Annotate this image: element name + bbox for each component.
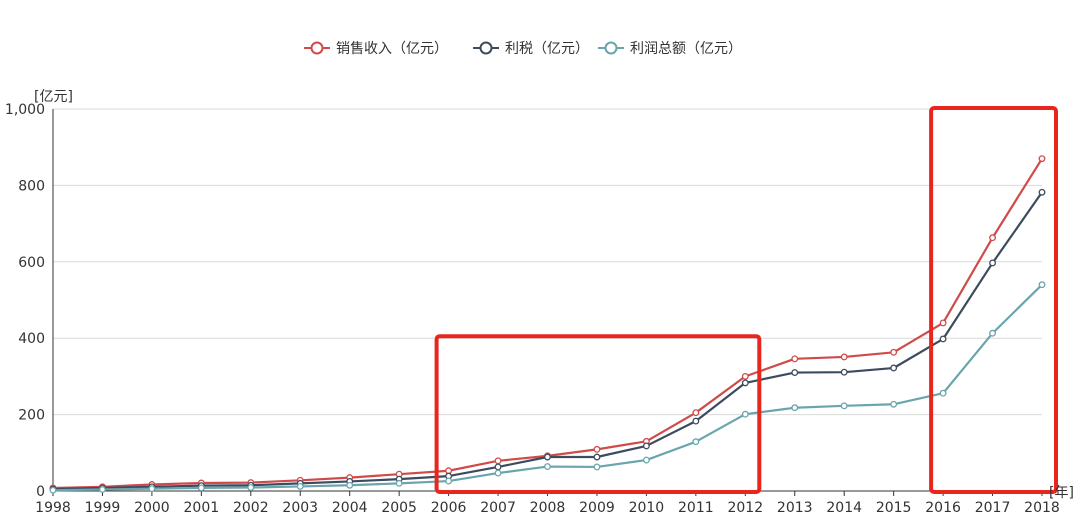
data-point[interactable]	[692, 409, 700, 417]
data-point[interactable]	[1038, 281, 1046, 289]
data-point[interactable]	[346, 481, 354, 489]
data-point[interactable]	[395, 479, 403, 487]
data-point[interactable]	[741, 379, 749, 387]
x-tick-label: 2009	[579, 500, 615, 516]
data-point[interactable]	[148, 485, 156, 493]
x-tick-label: 2006	[431, 500, 467, 516]
data-point[interactable]	[544, 463, 551, 471]
legend-item[interactable]: 利润总额（亿元）	[598, 41, 742, 57]
x-tick-label: 2007	[480, 500, 516, 516]
data-point[interactable]	[494, 469, 502, 477]
data-point[interactable]	[494, 463, 502, 471]
x-tick-label: 1999	[85, 500, 121, 516]
data-point[interactable]	[939, 335, 947, 343]
data-point[interactable]	[494, 457, 502, 465]
data-point[interactable]	[98, 486, 106, 493]
data-point[interactable]	[989, 234, 996, 242]
data-point[interactable]	[1038, 188, 1046, 196]
x-tick-label: 2008	[530, 500, 566, 516]
x-tick-label: 2002	[233, 500, 269, 516]
data-point[interactable]	[593, 445, 601, 453]
legend-marker-icon	[604, 41, 618, 55]
highlight-boxes	[434, 106, 1058, 495]
x-tick-label: 2016	[925, 500, 961, 516]
y-tick-label: 200	[18, 408, 45, 424]
data-point[interactable]	[939, 319, 947, 327]
legend[interactable]: 销售收入（亿元） 利税（亿元） 利润总额（亿元）	[304, 41, 742, 57]
x-tick-label: 2015	[876, 500, 912, 516]
x-tick-label: 2000	[134, 500, 170, 516]
x-tick-label: 2001	[184, 500, 220, 516]
x-tick-label: 2003	[282, 500, 318, 516]
x-tick-label: 2017	[975, 500, 1011, 516]
data-point[interactable]	[840, 353, 848, 361]
data-point[interactable]	[741, 372, 749, 380]
data-point[interactable]	[692, 438, 700, 446]
x-tick-label: 1998	[35, 500, 71, 516]
data-point[interactable]	[890, 400, 898, 408]
x-tick-label: 2004	[332, 500, 368, 516]
data-point[interactable]	[642, 442, 650, 450]
data-point[interactable]	[840, 402, 848, 410]
data-point[interactable]	[593, 453, 601, 461]
data-point[interactable]	[197, 484, 205, 492]
data-point[interactable]	[445, 477, 453, 485]
data-point[interactable]	[791, 355, 799, 363]
data-point[interactable]	[741, 410, 749, 418]
y-tick-label: 0	[36, 484, 45, 500]
legend-marker-icon	[479, 41, 493, 55]
legend-item[interactable]: 销售收入（亿元）	[304, 41, 448, 57]
data-point[interactable]	[642, 456, 650, 464]
data-point[interactable]	[1038, 155, 1046, 163]
x-tick-label: 2014	[826, 500, 862, 516]
data-point[interactable]	[890, 348, 898, 356]
x-axis: 1998 1999 2000 2001 2002 2003 2004 2005 2006 2007…	[35, 490, 1060, 516]
series-line	[52, 158, 1043, 490]
y-tick-label: 1,000	[5, 102, 45, 118]
data-point[interactable]	[939, 389, 947, 397]
x-tick-label: 2005	[381, 500, 417, 516]
legend-label: 利税（亿元）	[505, 41, 589, 57]
data-point[interactable]	[49, 486, 57, 494]
x-axis-unit-label: [年]	[1049, 485, 1074, 501]
x-tick-label: 2010	[629, 500, 665, 516]
grid-lines	[53, 108, 1042, 416]
data-point[interactable]	[296, 482, 304, 490]
data-point[interactable]	[593, 463, 601, 471]
legend-item[interactable]: 利税（亿元）	[473, 41, 589, 57]
legend-label: 利润总额（亿元）	[630, 41, 742, 57]
legend-marker-icon	[310, 41, 324, 55]
y-axis: 0 200 400 600 800 1,000	[5, 102, 54, 500]
series-line	[52, 191, 1043, 491]
data-point[interactable]	[544, 453, 551, 461]
legend-label: 销售收入（亿元）	[336, 41, 448, 57]
data-point[interactable]	[989, 259, 996, 267]
x-tick-label: 2018	[1024, 500, 1060, 516]
y-tick-label: 800	[18, 178, 45, 194]
data-point[interactable]	[989, 329, 996, 337]
highlight-box	[434, 334, 762, 495]
highlight-box	[929, 106, 1058, 494]
data-point[interactable]	[890, 364, 898, 372]
x-tick-label: 2011	[678, 500, 714, 516]
data-point[interactable]	[692, 417, 700, 425]
data-point[interactable]	[247, 484, 255, 492]
y-tick-label: 600	[18, 255, 45, 271]
y-axis-unit-label: [亿元]	[34, 89, 73, 105]
data-point[interactable]	[791, 404, 799, 412]
data-point[interactable]	[791, 369, 799, 377]
series-group	[49, 155, 1046, 494]
x-tick-label: 2013	[777, 500, 813, 516]
y-tick-label: 400	[18, 331, 45, 347]
x-tick-label: 2012	[727, 500, 763, 516]
data-point[interactable]	[840, 368, 848, 376]
